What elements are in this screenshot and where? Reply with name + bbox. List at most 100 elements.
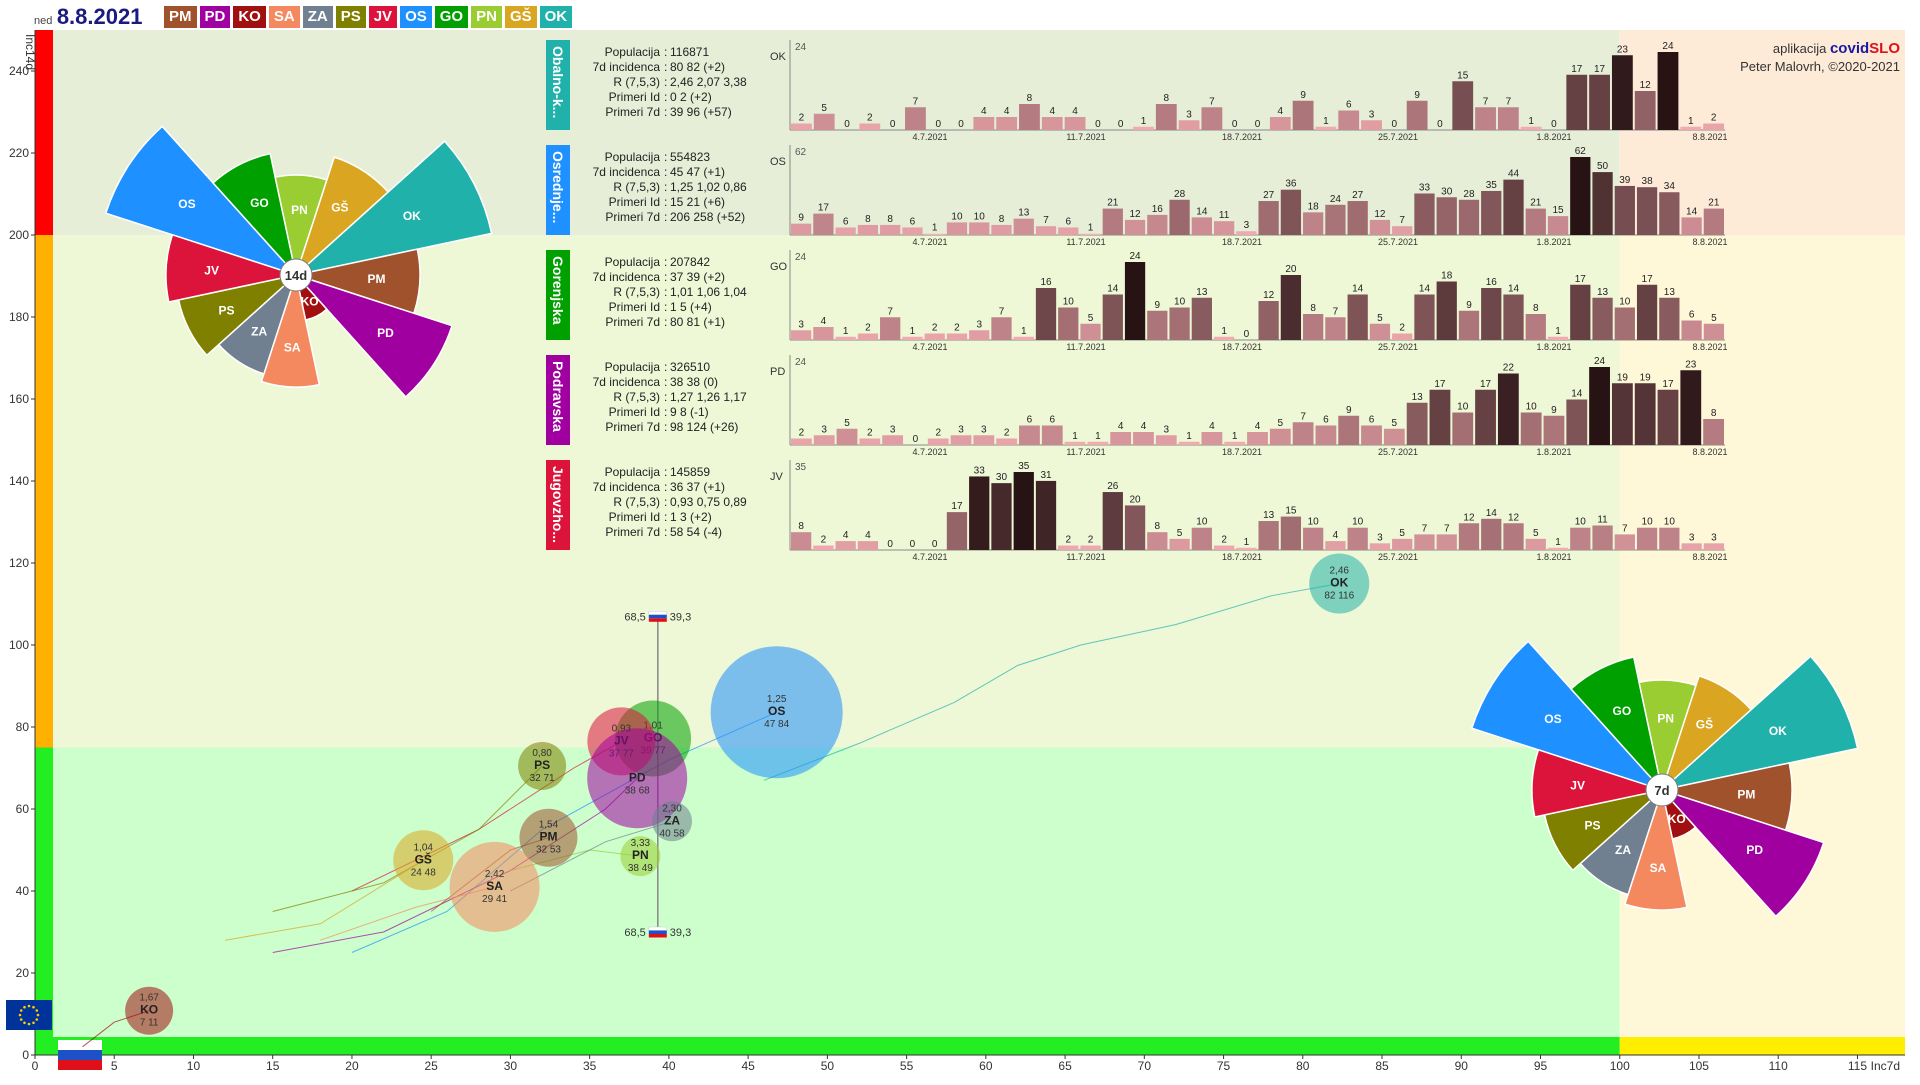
bar bbox=[1634, 91, 1656, 130]
bar bbox=[1383, 428, 1405, 445]
bar bbox=[1436, 197, 1457, 235]
bar-label: 1 bbox=[1141, 116, 1147, 127]
stat-key: Primeri 7d bbox=[605, 105, 660, 119]
bar bbox=[1681, 320, 1702, 340]
bar-label: 4 bbox=[843, 530, 849, 541]
bar-label: 28 bbox=[1174, 189, 1186, 200]
slice-jv bbox=[1531, 748, 1665, 818]
stat-value: 145859 bbox=[670, 465, 710, 479]
bar-label: 3 bbox=[1244, 220, 1250, 231]
bubble-r-label: 2,30 bbox=[662, 803, 682, 814]
bar-label: 1 bbox=[843, 326, 849, 337]
bubble-value-label: 29 41 bbox=[482, 894, 507, 905]
bar-label: 5 bbox=[1377, 313, 1383, 324]
bar bbox=[946, 512, 968, 550]
bar-label: 4 bbox=[1209, 421, 1215, 432]
slice-label: SA bbox=[1650, 861, 1667, 875]
stat-value: 2,46 2,07 3,38 bbox=[670, 75, 747, 89]
x-tick-label: 25 bbox=[425, 1059, 439, 1073]
bar-label: 1 bbox=[1186, 431, 1192, 442]
bar-label: 23 bbox=[1617, 44, 1629, 55]
bar-label: 2 bbox=[935, 428, 941, 439]
bubble-r-label: 1,04 bbox=[414, 842, 434, 853]
panel-code: PD bbox=[770, 366, 785, 378]
bar bbox=[1369, 219, 1391, 235]
bar-label: 7 bbox=[1399, 215, 1405, 226]
bar bbox=[791, 532, 812, 550]
bar bbox=[1458, 310, 1480, 340]
bar bbox=[1325, 204, 1346, 235]
bar bbox=[1611, 55, 1633, 130]
bar-label: 24 bbox=[1330, 194, 1342, 205]
slice-label: JV bbox=[1570, 779, 1585, 793]
x-tick-label: 110 bbox=[1769, 1059, 1788, 1073]
bar-label: 35 bbox=[1486, 180, 1498, 191]
bar bbox=[1636, 527, 1658, 550]
bar bbox=[1064, 117, 1086, 130]
panel-name: Obalno-k... bbox=[550, 46, 566, 118]
stat-value: 15 21 (+6) bbox=[670, 195, 725, 209]
ruler-flag-icon bbox=[648, 934, 667, 938]
slice-jv bbox=[165, 233, 299, 303]
bar-label: 8 bbox=[1155, 521, 1161, 532]
bar-label: 10 bbox=[974, 211, 986, 222]
stat-value: 116871 bbox=[670, 45, 709, 59]
bar bbox=[1110, 432, 1132, 445]
bar bbox=[1201, 107, 1223, 130]
bar bbox=[1224, 441, 1246, 445]
bar bbox=[1191, 527, 1212, 550]
stat-key: Primeri 7d bbox=[605, 420, 660, 434]
bar-label: 1 bbox=[1232, 431, 1238, 442]
bar-label: 3 bbox=[981, 424, 987, 435]
panel-tab bbox=[546, 40, 570, 130]
eu-star bbox=[35, 1009, 39, 1012]
credit-block: aplikacija covidSLO Peter Malovrh, ©2020… bbox=[1740, 40, 1900, 76]
bar bbox=[1280, 516, 1302, 550]
bar-label: 0 bbox=[887, 539, 893, 550]
stat-key: 7d incidenca bbox=[593, 270, 661, 284]
bar bbox=[1269, 428, 1291, 445]
bar-label: 5 bbox=[1399, 528, 1405, 539]
bar bbox=[1236, 231, 1257, 235]
bar-label: 11 bbox=[1219, 210, 1230, 221]
bar bbox=[902, 336, 923, 340]
bar bbox=[1436, 534, 1457, 550]
slice-sa bbox=[1623, 787, 1688, 911]
stat-value: 0,93 0,75 0,89 bbox=[670, 495, 747, 509]
bar-label: 6 bbox=[1049, 415, 1055, 426]
bar-label: 4 bbox=[1072, 106, 1078, 117]
bar bbox=[1703, 123, 1724, 130]
y-tick-label: 100 bbox=[9, 638, 29, 652]
y-tick-label: 200 bbox=[9, 228, 29, 242]
bar bbox=[1133, 432, 1154, 445]
bar-label: 3 bbox=[821, 424, 827, 435]
bubble-ok bbox=[1309, 553, 1370, 614]
x-tick-label: 95 bbox=[1534, 1059, 1548, 1073]
slice-label: PS bbox=[218, 303, 234, 317]
bar-label: 36 bbox=[1285, 179, 1297, 190]
date-label: 8.8.2021 bbox=[56, 4, 143, 29]
zone-green bbox=[35, 747, 1620, 1055]
bar bbox=[1035, 226, 1057, 235]
y-tick-label: 180 bbox=[9, 310, 29, 324]
stat-sep: : bbox=[664, 495, 667, 509]
x-tick-label: 5 bbox=[111, 1059, 118, 1073]
bar-label: 7 bbox=[1483, 96, 1489, 107]
bar bbox=[1213, 336, 1235, 340]
bar bbox=[1041, 425, 1063, 445]
stat-key: Populacija bbox=[605, 45, 661, 59]
eu-star bbox=[36, 1013, 40, 1017]
stat-key: Populacija bbox=[605, 360, 661, 374]
bar bbox=[902, 227, 923, 235]
bar bbox=[1155, 104, 1177, 130]
bar bbox=[1236, 547, 1257, 550]
stat-sep: : bbox=[664, 420, 667, 434]
bar-label: 17 bbox=[1434, 379, 1446, 390]
bar bbox=[1347, 294, 1368, 340]
panel-name: Gorenjska bbox=[550, 256, 566, 325]
bar bbox=[1589, 367, 1610, 445]
panel-x-tick: 4.7.2021 bbox=[912, 552, 947, 562]
bubble-code-label: GŠ bbox=[415, 851, 432, 866]
